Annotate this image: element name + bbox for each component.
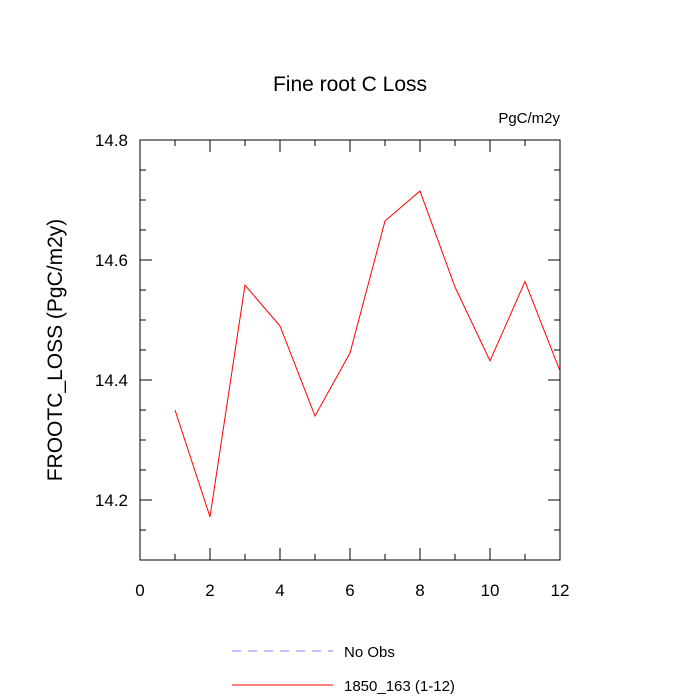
y-axis-label: FROOTC_LOSS (PgC/m2y) (44, 219, 67, 482)
y-tick-label: 14.6 (95, 251, 128, 270)
chart-title: Fine root C Loss (273, 73, 427, 96)
tick-labels: 0 2 4 6 8 10 12 14.2 14.4 14.6 14.8 (95, 131, 570, 600)
axis-ticks (139, 139, 561, 561)
series-lines (174, 190, 560, 517)
series-line-1 (174, 190, 560, 517)
units-label: PgC/m2y (498, 110, 560, 127)
x-tick-label: 2 (205, 581, 214, 600)
legend-label: No Obs (344, 644, 395, 661)
x-tick-label: 4 (275, 581, 284, 600)
y-tick-label: 14.2 (95, 491, 128, 510)
x-tick-label: 8 (415, 581, 424, 600)
legend-label: 1850_163 (1-12) (344, 678, 455, 695)
x-tick-label: 6 (345, 581, 354, 600)
x-tick-label: 12 (551, 581, 570, 600)
y-tick-label: 14.4 (95, 371, 128, 390)
x-tick-label: 10 (481, 581, 500, 600)
x-tick-label: 0 (135, 581, 144, 600)
y-tick-label: 14.8 (95, 131, 128, 150)
legend: No Obs 1850_163 (1-12) (232, 644, 455, 695)
